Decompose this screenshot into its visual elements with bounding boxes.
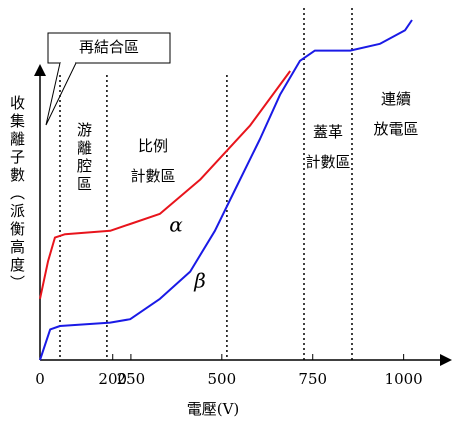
x-tick-label: 250 <box>117 370 146 388</box>
x-tick-label: 200 <box>98 370 127 388</box>
x-tick-label: 0 <box>35 370 45 388</box>
x-tick-label: 1000 <box>385 370 423 388</box>
annotation: 再結合區 <box>79 38 139 56</box>
region-label: 游離腔區 <box>75 122 93 194</box>
series-line <box>39 70 291 300</box>
region-label: 放電區 <box>373 120 418 138</box>
region-label: 連續 <box>381 90 411 108</box>
series-label: α <box>169 213 183 237</box>
x-tick-label: 500 <box>207 370 236 388</box>
annotation-pointer <box>45 62 77 126</box>
y-axis-label: 收集離子數（派衡高度） <box>8 95 26 293</box>
series-label: β <box>193 269 206 293</box>
annotation-box <box>47 32 171 64</box>
series-line <box>39 19 413 361</box>
region-label: 比例 <box>138 137 168 155</box>
region-label: 計數區 <box>130 167 175 185</box>
x-tick-label: 750 <box>298 370 327 388</box>
region-label: 計數區 <box>305 153 350 171</box>
region-label: 蓋革 <box>313 123 343 141</box>
x-axis-label: 電壓(V) <box>187 400 240 418</box>
